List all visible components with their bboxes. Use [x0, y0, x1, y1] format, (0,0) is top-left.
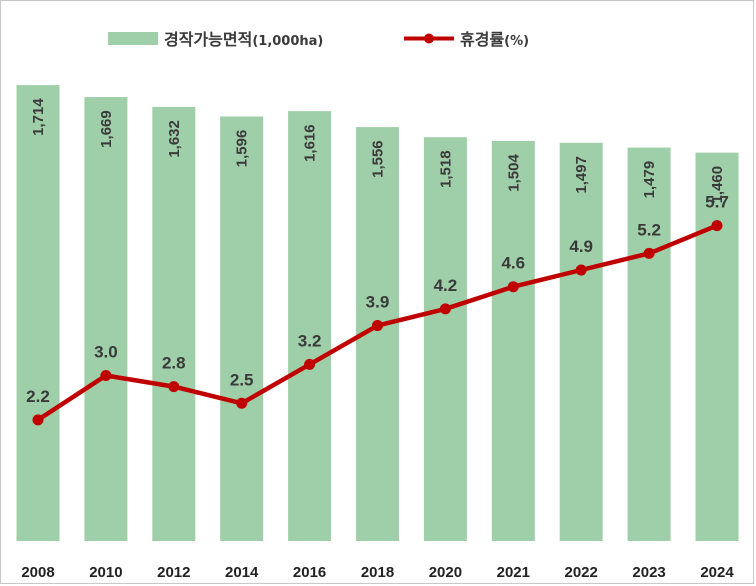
line-point-2020 [439, 303, 451, 315]
line-point-2018 [372, 320, 383, 332]
bar-value-label-2018: 1,556 [370, 140, 387, 178]
bar-2008 [16, 85, 60, 542]
bar-value-label-2008: 1,714 [30, 98, 47, 136]
line-point-2014 [236, 397, 248, 409]
x-tick-2018: 2018 [361, 564, 394, 581]
line-point-2012 [168, 381, 180, 393]
line-value-label-2022: 4.9 [569, 237, 593, 256]
line-value-label-2024: 5.7 [705, 193, 729, 212]
line-value-label-2014: 2.5 [230, 370, 254, 389]
bar-value-label-2014: 1,596 [234, 130, 251, 168]
line-point-2021 [507, 281, 519, 293]
bar-value-label-2020: 1,518 [437, 150, 454, 188]
bar-2022 [559, 142, 603, 541]
legend: 경작가능면적(1,000ha) 휴경률(%) [108, 30, 529, 49]
bar-value-label-2016: 1,616 [302, 124, 319, 162]
line-value-label-2010: 3.0 [94, 343, 118, 362]
bar-value-label-2010: 1,669 [98, 110, 115, 148]
bar-2010 [84, 97, 128, 542]
legend-line-label: 휴경률(%) [460, 30, 529, 49]
line-value-label-2008: 2.2 [26, 387, 50, 406]
bar-2020 [423, 137, 467, 541]
bar-value-label-2023: 1,479 [641, 161, 658, 199]
legend-line-marker [424, 33, 434, 44]
line-value-label-2018: 3.9 [366, 293, 390, 312]
bar-value-label-2021: 1,504 [505, 154, 522, 192]
line-value-label-2020: 4.2 [434, 276, 458, 295]
bar-value-label-2024: 1,460 [709, 166, 726, 204]
bar-value-label-2022: 1,497 [573, 156, 590, 194]
line-point-2022 [575, 264, 587, 276]
line-value-label-2023: 5.2 [637, 220, 661, 239]
bar-2014 [220, 116, 264, 542]
line-point-2024 [711, 220, 723, 232]
line-series [32, 220, 723, 426]
bar-2021 [491, 140, 535, 541]
legend-bar-swatch [108, 32, 158, 45]
x-tick-2021: 2021 [497, 564, 530, 581]
bar-2024 [695, 152, 739, 541]
line-point-2023 [643, 247, 655, 259]
x-tick-2024: 2024 [700, 564, 734, 581]
line-value-label-2012: 2.8 [162, 354, 186, 373]
line-value-label-2016: 3.2 [298, 331, 322, 350]
x-tick-2010: 2010 [89, 564, 122, 581]
line-point-2016 [304, 358, 316, 370]
bar-2023 [627, 147, 671, 541]
x-tick-2022: 2022 [565, 564, 598, 581]
line-point-2010 [100, 370, 112, 381]
x-tick-2016: 2016 [293, 564, 326, 581]
x-tick-2023: 2023 [632, 564, 665, 581]
bar-value-label-2012: 1,632 [166, 120, 183, 158]
legend-bar-label: 경작가능면적(1,000ha) [164, 30, 323, 49]
x-tick-2014: 2014 [225, 564, 259, 581]
x-tick-2012: 2012 [157, 564, 190, 581]
bar-series [16, 85, 739, 542]
line-value-label-2021: 4.6 [501, 254, 525, 273]
bar-value-labels: 1,714 1,669 1,632 1,596 1,616 1,556 1,518 1,504… [30, 98, 726, 204]
line-value-labels: 2.2 3.0 2.8 2.5 3.2 3.9 4.2 4.6 4.9 5.2 5.7 [26, 193, 729, 406]
x-tick-2020: 2020 [429, 564, 462, 581]
x-tick-2008: 2008 [21, 564, 54, 581]
line-point-2008 [32, 414, 44, 426]
bar-2016 [288, 111, 332, 542]
x-axis-ticks: 2008 2010 2012 2014 2016 2018 2020 2021 2022 2023… [21, 564, 734, 581]
bar-2012 [152, 106, 196, 541]
